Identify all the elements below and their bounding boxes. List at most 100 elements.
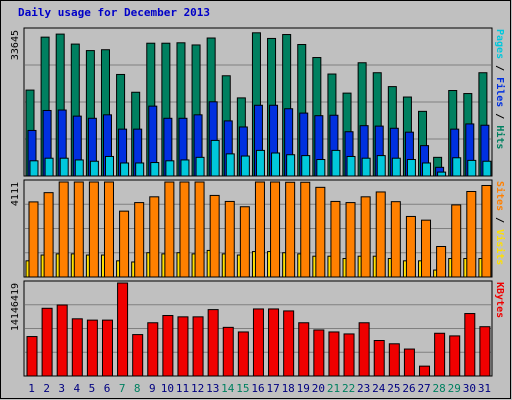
- legend-part: /: [494, 211, 505, 229]
- panel-pages_files_hits: 33645 Pages / Files / Hits: [10, 27, 506, 177]
- y-max-label: 33645: [10, 30, 21, 60]
- bar-sites-30: [466, 190, 477, 278]
- bar-kbytes-8: [132, 334, 144, 377]
- series-pages: [29, 139, 492, 177]
- bar-pages-22: [346, 155, 356, 177]
- bar-sites-19: [300, 181, 311, 278]
- bar-sites-24: [375, 191, 386, 278]
- bar-pages-14: [225, 153, 235, 177]
- chart-panels: 33645 Pages / Files / Hits 4111 Sites / Vis…: [10, 27, 506, 377]
- x-tick-29: 29: [448, 382, 461, 395]
- bar-kbytes-31: [479, 326, 491, 377]
- bar-pages-23: [361, 157, 371, 177]
- bar-pages-31: [482, 160, 492, 177]
- bar-sites-18: [285, 181, 296, 278]
- bar-pages-26: [406, 159, 416, 177]
- bar-pages-11: [180, 159, 190, 177]
- legend-part: Files: [494, 77, 506, 107]
- x-tick-labels: 1 2 3 4 5 6 7 8 9 10 11 12 13 14 15 16 17 18 19 20 21 22 23 24 2…: [28, 382, 491, 395]
- x-tick-16: 16: [251, 382, 264, 395]
- series-legend-label: KBytes: [494, 282, 505, 318]
- bar-kbytes-3: [56, 304, 68, 377]
- bar-kbytes-12: [192, 316, 204, 377]
- bar-kbytes-21: [328, 331, 340, 377]
- x-tick-28: 28: [433, 382, 446, 395]
- x-tick-14: 14: [221, 382, 235, 395]
- legend-part: Sites: [494, 181, 506, 211]
- bar-pages-21: [331, 149, 341, 177]
- bar-pages-17: [271, 152, 281, 177]
- bar-pages-25: [391, 157, 401, 177]
- x-tick-31: 31: [478, 382, 491, 395]
- bar-sites-16: [254, 181, 265, 278]
- bar-pages-16: [255, 149, 265, 177]
- x-tick-25: 25: [387, 382, 400, 395]
- bar-kbytes-24: [373, 339, 385, 377]
- bar-sites-10: [164, 181, 175, 278]
- bar-kbytes-23: [358, 322, 370, 377]
- bar-kbytes-9: [147, 322, 159, 377]
- bar-sites-28: [436, 245, 447, 278]
- x-tick-9: 9: [149, 382, 156, 395]
- panel-sites_visits: 4111 Sites / Visits: [10, 179, 506, 278]
- bar-pages-12: [195, 156, 205, 177]
- x-tick-22: 22: [342, 382, 355, 395]
- bar-pages-30: [467, 159, 477, 177]
- bar-pages-28: [437, 171, 447, 177]
- x-tick-7: 7: [119, 382, 126, 395]
- bar-pages-4: [74, 159, 84, 177]
- bar-sites-7: [119, 210, 130, 278]
- bar-sites-12: [194, 181, 205, 278]
- bar-pages-1: [29, 160, 39, 177]
- bar-pages-20: [316, 159, 326, 177]
- x-tick-20: 20: [312, 382, 325, 395]
- bar-kbytes-20: [313, 329, 325, 377]
- bar-sites-8: [134, 202, 145, 278]
- x-tick-23: 23: [357, 382, 370, 395]
- bar-sites-4: [73, 181, 84, 278]
- bar-kbytes-14: [222, 326, 234, 377]
- y-max-label: 4111: [10, 182, 21, 206]
- x-tick-11: 11: [176, 382, 189, 395]
- bar-sites-27: [421, 219, 432, 278]
- x-tick-4: 4: [74, 382, 81, 395]
- x-tick-5: 5: [89, 382, 96, 395]
- chart-title: Daily usage for December 2013: [18, 6, 211, 19]
- panel-kbytes: 14146419 KBytes: [10, 280, 505, 377]
- bar-sites-14: [224, 200, 235, 278]
- x-tick-12: 12: [191, 382, 204, 395]
- bar-sites-17: [270, 181, 281, 278]
- bar-kbytes-13: [207, 309, 219, 377]
- x-tick-1: 1: [28, 382, 35, 395]
- x-tick-3: 3: [58, 382, 65, 395]
- series-kbytes: [26, 282, 491, 377]
- series-sites: [28, 181, 492, 278]
- bar-kbytes-25: [388, 343, 400, 377]
- x-tick-30: 30: [463, 382, 476, 395]
- bar-pages-8: [135, 162, 145, 177]
- bar-kbytes-26: [403, 348, 415, 377]
- x-tick-6: 6: [104, 382, 111, 395]
- bar-sites-20: [315, 186, 326, 278]
- bar-pages-10: [165, 160, 175, 177]
- series-legend-label: Pages / Files / Hits: [494, 29, 506, 149]
- bar-sites-11: [179, 181, 190, 278]
- bar-kbytes-17: [268, 308, 280, 377]
- bar-sites-9: [149, 196, 160, 278]
- legend-part: /: [494, 107, 505, 125]
- bar-sites-26: [405, 215, 416, 278]
- bar-kbytes-15: [237, 331, 249, 377]
- bar-kbytes-7: [117, 282, 129, 377]
- bar-kbytes-10: [162, 315, 174, 377]
- bar-sites-2: [43, 192, 54, 278]
- legend-part: Pages: [494, 29, 505, 59]
- bar-kbytes-29: [449, 335, 461, 377]
- bar-pages-19: [301, 155, 311, 177]
- x-tick-26: 26: [402, 382, 415, 395]
- x-tick-27: 27: [417, 382, 430, 395]
- legend-part: Visits: [494, 229, 506, 265]
- bar-pages-5: [89, 160, 99, 177]
- bar-pages-29: [452, 157, 462, 177]
- bar-sites-3: [58, 181, 69, 278]
- bar-pages-13: [210, 139, 220, 177]
